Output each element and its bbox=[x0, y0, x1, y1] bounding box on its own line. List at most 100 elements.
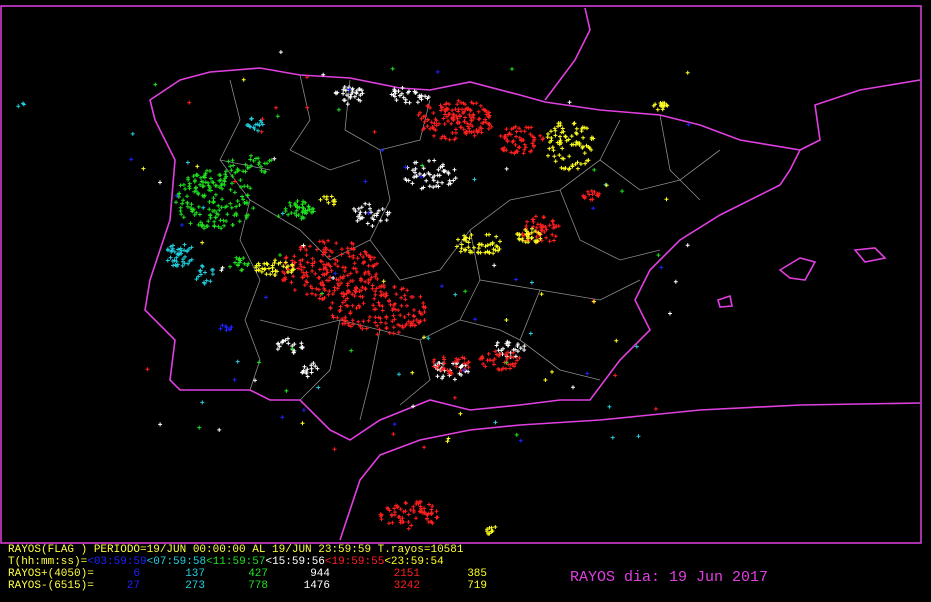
lightning-mark bbox=[421, 185, 426, 190]
lightning-mark bbox=[429, 507, 434, 512]
lightning-mark bbox=[400, 516, 405, 521]
lightning-mark bbox=[203, 270, 207, 275]
lightning-mark bbox=[130, 131, 135, 136]
lightning-mark bbox=[567, 100, 572, 105]
lightning-mark bbox=[241, 197, 246, 202]
lightning-mark bbox=[243, 162, 248, 167]
lightning-mark bbox=[505, 139, 510, 144]
lightning-mark bbox=[245, 201, 249, 206]
lightning-mark bbox=[375, 332, 380, 337]
lightning-mark bbox=[331, 202, 336, 207]
lightning-mark bbox=[165, 258, 170, 263]
lightning-mark bbox=[327, 289, 332, 294]
lightning-mark bbox=[526, 238, 531, 243]
lightning-mark bbox=[321, 262, 326, 267]
lightning-mark bbox=[552, 238, 556, 243]
lightning-mark bbox=[327, 263, 332, 268]
lightning-mark bbox=[416, 113, 421, 117]
lightning-mark bbox=[341, 294, 346, 299]
lightning-mark bbox=[530, 226, 534, 231]
lightning-mark bbox=[446, 171, 451, 176]
lightning-mark bbox=[438, 165, 443, 170]
lightning-mark bbox=[462, 233, 467, 238]
lightning-mark bbox=[343, 265, 348, 270]
lightning-mark bbox=[309, 363, 314, 368]
lightning-mark bbox=[299, 345, 304, 350]
lightning-mark bbox=[249, 153, 253, 158]
coastline-iberia bbox=[144, 67, 802, 441]
lightning-mark bbox=[365, 221, 370, 226]
lightning-mark bbox=[348, 94, 353, 99]
lightning-mark bbox=[329, 194, 334, 199]
lightning-mark bbox=[508, 362, 513, 367]
lightning-mark bbox=[465, 121, 470, 126]
lightning-mark bbox=[360, 91, 365, 96]
lightning-mark bbox=[345, 102, 350, 107]
lightning-mark bbox=[339, 247, 344, 252]
lightning-mark bbox=[351, 242, 356, 246]
lightning-mark bbox=[469, 130, 474, 135]
lightning-mark bbox=[260, 117, 265, 122]
lightning-mark bbox=[455, 102, 460, 107]
lightning-mark bbox=[177, 191, 182, 196]
lightning-mark bbox=[300, 421, 305, 426]
lightning-mark bbox=[360, 285, 365, 290]
lightning-mark bbox=[241, 77, 246, 82]
lightning-mark bbox=[338, 308, 343, 313]
lightning-mark bbox=[517, 232, 522, 237]
lightning-mark bbox=[391, 432, 396, 437]
lightning-mark bbox=[497, 247, 502, 251]
lightning-mark bbox=[432, 357, 437, 362]
lightning-mark bbox=[320, 291, 325, 296]
lightning-mark bbox=[220, 265, 225, 270]
lightning-mark bbox=[439, 108, 443, 113]
lightning-mark bbox=[313, 271, 318, 276]
lightning-mark bbox=[286, 212, 291, 217]
lightning-mark bbox=[302, 364, 307, 369]
lightning-mark bbox=[286, 264, 290, 269]
lightning-mark bbox=[381, 292, 386, 297]
lightning-mark bbox=[463, 130, 468, 135]
lightning-mark bbox=[519, 129, 523, 134]
lightning-mark bbox=[346, 289, 351, 294]
lightning-mark bbox=[345, 246, 350, 251]
lightning-mark bbox=[412, 323, 417, 328]
lightning-mark bbox=[387, 299, 392, 304]
lightning-mark bbox=[566, 137, 571, 142]
lightning-mark bbox=[583, 161, 588, 166]
lightning-mark bbox=[434, 123, 439, 128]
lightning-mark bbox=[176, 247, 181, 252]
lightning-mark bbox=[350, 86, 355, 91]
lightning-mark bbox=[394, 292, 399, 297]
lightning-mark bbox=[489, 529, 494, 534]
lightning-mark bbox=[448, 370, 453, 375]
lightning-mark bbox=[172, 258, 177, 263]
lightning-mark bbox=[177, 251, 182, 256]
lightning-mark bbox=[463, 115, 467, 120]
lightning-mark bbox=[442, 357, 447, 362]
lightning-mark bbox=[591, 136, 596, 141]
lightning-mark bbox=[610, 435, 615, 440]
lightning-mark bbox=[321, 72, 326, 77]
lightning-mark bbox=[359, 205, 364, 210]
lightning-mark bbox=[384, 291, 389, 296]
lightning-mark bbox=[421, 114, 426, 119]
lightning-mark bbox=[310, 261, 315, 266]
lightning-mark bbox=[478, 357, 483, 361]
lightning-mark bbox=[330, 250, 335, 255]
lightning-mark bbox=[335, 315, 340, 320]
lightning-mark bbox=[305, 260, 310, 265]
lightning-mark bbox=[328, 306, 333, 311]
lightning-mark bbox=[289, 280, 294, 285]
lightning-mark bbox=[196, 192, 201, 197]
lightning-mark bbox=[316, 287, 321, 292]
lightning-mark bbox=[432, 158, 437, 163]
lightning-mark bbox=[360, 326, 365, 331]
lightning-mark bbox=[328, 275, 333, 280]
lightning-mark bbox=[432, 121, 437, 126]
legend-line: T(hh:mm:ss)=<03:59:59<07:59:58<11:59:57<… bbox=[8, 556, 444, 568]
lightning-mark bbox=[430, 521, 435, 526]
lightning-mark bbox=[212, 224, 217, 229]
lightning-mark bbox=[494, 343, 499, 348]
lightning-mark bbox=[472, 133, 477, 138]
